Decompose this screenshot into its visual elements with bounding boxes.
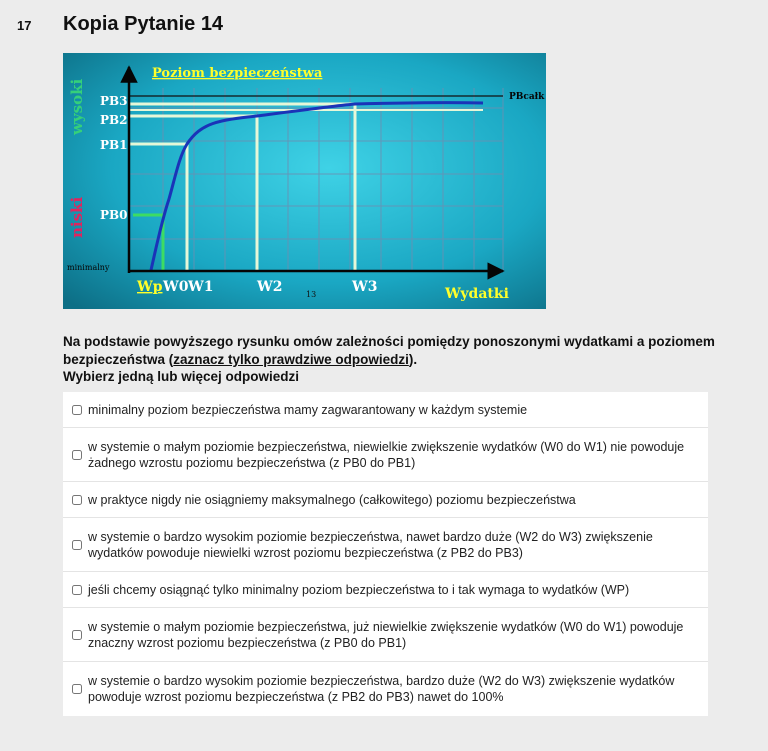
answer-checkbox-3[interactable] [72,494,82,505]
w2-label: W2 [256,279,282,295]
prompt-text: Na podstawie powyższego rysunku omów zal… [63,334,715,367]
answer-option-5[interactable]: jeśli chcemy osiągnąć tylko minimalny po… [63,572,708,608]
answer-text-2: w systemie o małym poziomie bezpieczeńst… [88,439,685,470]
label-low: niski [68,197,86,238]
wp-label: Wp [136,279,163,295]
answer-text-7: w systemie o bardzo wysokim poziomie bez… [88,674,675,704]
question-prompt: Na podstawie powyższego rysunku omów zal… [63,333,723,369]
x-axis-label: Wydatki [444,286,509,302]
answer-option-2[interactable]: w systemie o małym poziomie bezpieczeńst… [63,428,708,482]
pb0-label: PB0 [100,208,128,222]
label-minimal: minimalny [67,263,110,272]
question-title: Kopia Pytanie 14 [63,13,224,35]
answer-option-1[interactable]: minimalny poziom bezpieczeństwa mamy zag… [63,392,708,428]
figure-title: Poziom bezpieczeństwa [152,66,323,81]
answer-list: minimalny poziom bezpieczeństwa mamy zag… [63,392,708,716]
w1-label: W1 [187,279,213,295]
prompt-hint: zaznacz tylko prawdziwe odpowiedzi [173,352,409,367]
answer-option-7[interactable]: w systemie o bardzo wysokim poziomie bez… [63,662,708,716]
answer-option-4[interactable]: w systemie o bardzo wysokim poziomie bez… [63,518,708,572]
security-level-figure: Poziom bezpieczeństwa wysoki niski minim… [63,53,546,309]
answer-option-6[interactable]: w systemie o małym poziomie bezpieczeńst… [63,608,708,662]
pb1-label: PB1 [100,138,128,152]
figure-svg: Poziom bezpieczeństwa wysoki niski minim… [63,53,546,309]
answer-option-3[interactable]: w praktyce nigdy nie osiągniemy maksymal… [63,482,708,518]
security-curve [149,101,484,271]
prompt-end: ). [408,352,418,367]
answer-text-4: w systemie o bardzo wysokim poziomie bez… [88,529,653,560]
answer-text-3: w praktyce nigdy nie osiągniemy maksymal… [88,492,576,507]
w3-label: W3 [351,279,377,295]
answer-text-6: w systemie o małym poziomie bezpieczeńst… [88,619,684,650]
answer-text-1: minimalny poziom bezpieczeństwa mamy zag… [88,402,528,417]
page-number: 13 [306,290,316,299]
answer-checkbox-7[interactable] [72,684,82,694]
answer-checkbox-6[interactable] [72,629,82,640]
answer-checkbox-4[interactable] [72,539,82,550]
pb3-label: PB3 [100,94,128,108]
pb-max-label: PBcałk [509,92,545,102]
pb2-label: PB2 [100,113,128,127]
question-number: 17 [17,18,32,33]
answer-checkbox-5[interactable] [72,584,82,595]
w0-label: W0 [162,279,189,295]
label-high: wysoki [68,79,86,136]
answer-text-5: jeśli chcemy osiągnąć tylko minimalny po… [88,582,630,597]
answer-checkbox-1[interactable] [72,404,82,415]
answer-checkbox-2[interactable] [72,449,82,460]
answer-instruction: Wybierz jedną lub więcej odpowiedzi [63,369,300,384]
